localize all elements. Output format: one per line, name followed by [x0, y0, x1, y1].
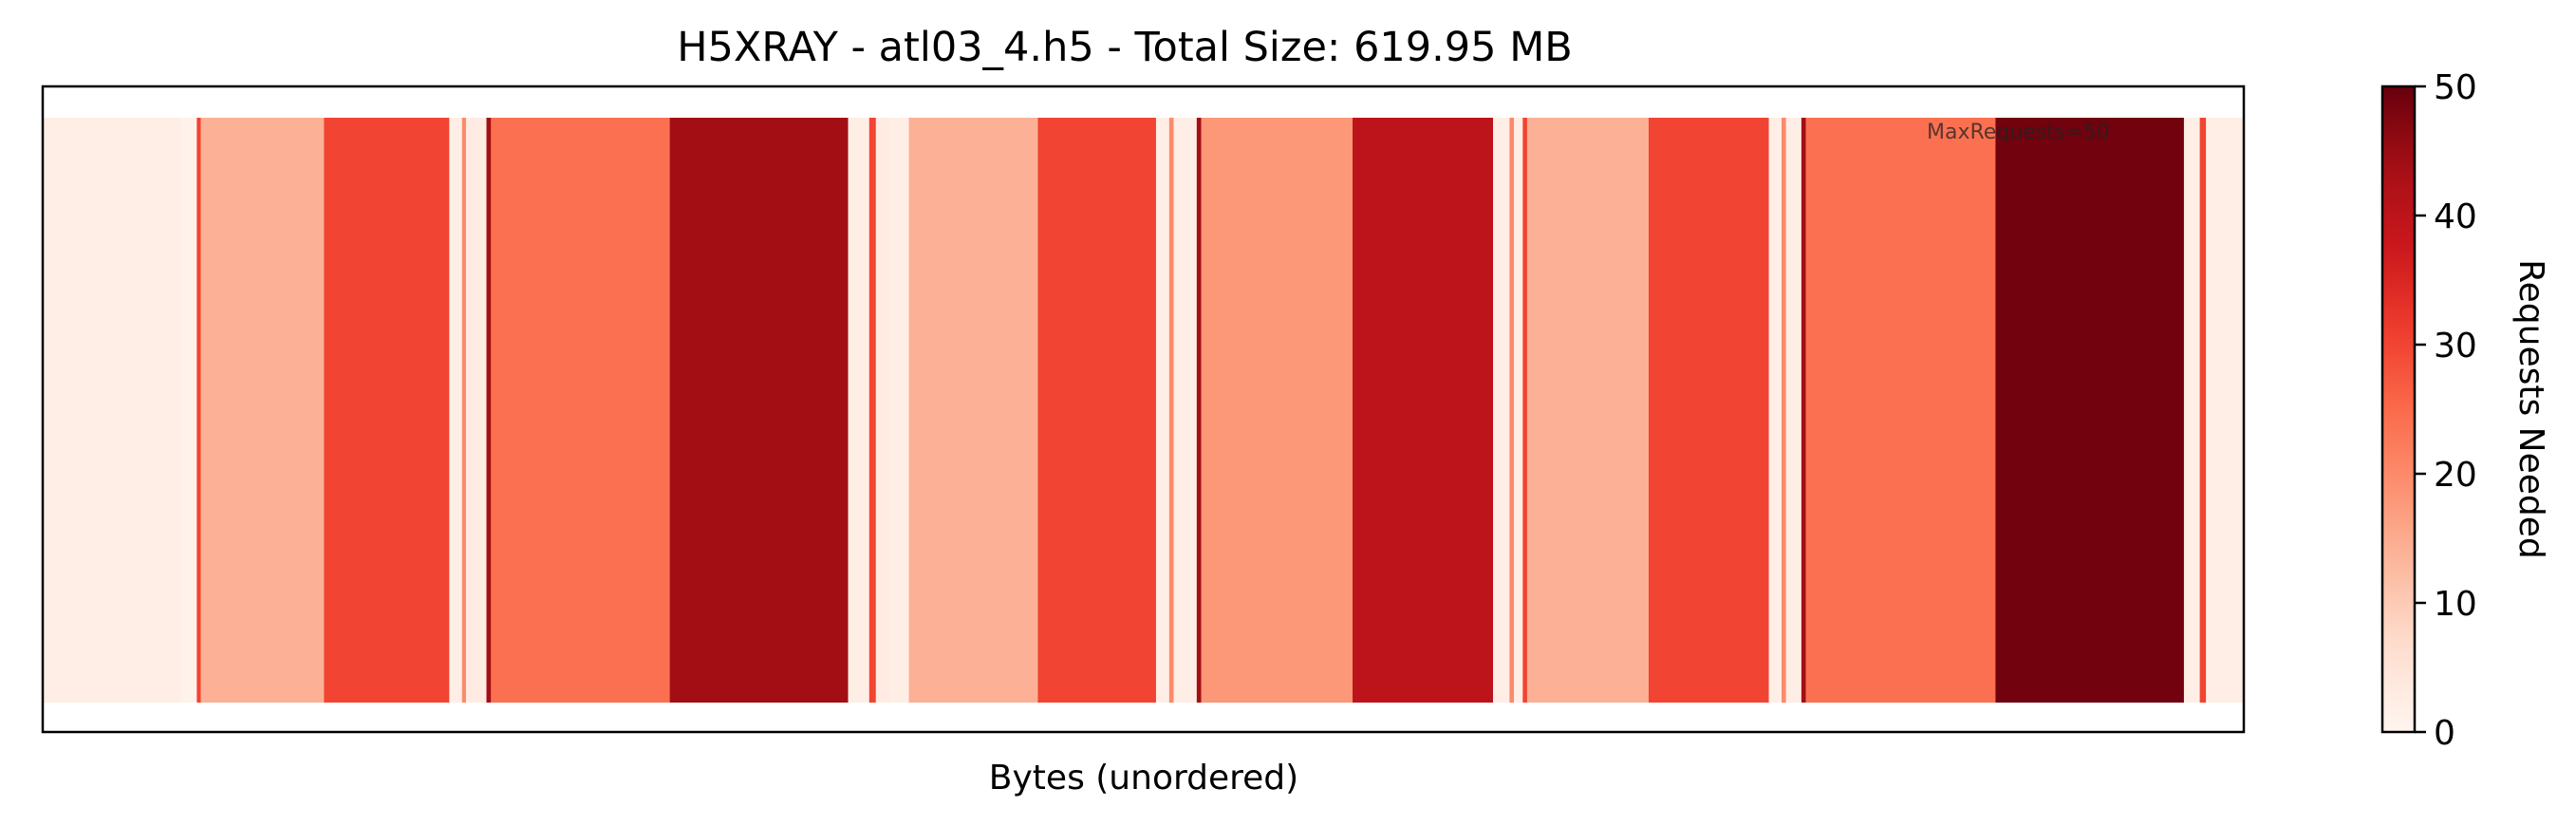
segment-bar	[465, 118, 488, 703]
segment-bar	[1037, 118, 1157, 703]
segment-bar	[461, 118, 467, 703]
segment-bar	[908, 118, 1039, 703]
segment-bar	[2183, 118, 2201, 703]
segment-bar	[1801, 118, 1807, 703]
segment-bar	[196, 118, 202, 703]
segment-bar	[669, 118, 849, 703]
chart-title: H5XRAY - atl03_4.h5 - Total Size: 619.95…	[677, 24, 1573, 71]
colorbar-tick-label: 30	[2434, 327, 2477, 366]
x-axis-label: Bytes (unordered)	[989, 759, 1298, 798]
segment-bar	[1173, 118, 1198, 703]
segment-bar	[200, 118, 325, 703]
segment-bar	[1805, 118, 1997, 703]
segment-bar	[1509, 118, 1515, 703]
annotation-label: MaxRequests=50	[1927, 121, 2110, 144]
segment-bar	[449, 118, 463, 703]
segment-bar	[180, 118, 197, 703]
segment-bar	[2206, 118, 2245, 703]
segment-bar	[1155, 118, 1170, 703]
colorbar-tick-label: 0	[2434, 714, 2455, 753]
segment-bar	[889, 118, 910, 703]
colorbar-tick-label: 40	[2434, 197, 2477, 236]
segment-bar	[324, 118, 450, 703]
segment-bar	[1492, 118, 1510, 703]
colorbar-label: Requests Needed	[2511, 259, 2550, 559]
segment-bar	[868, 118, 877, 703]
segment-bar	[2199, 118, 2207, 703]
colorbar	[2380, 84, 2417, 734]
heatmap-strip	[43, 118, 2245, 703]
segment-bar	[1768, 118, 1783, 703]
segment-bar	[1782, 118, 1787, 703]
segment-bar	[43, 118, 182, 703]
plot-frame	[41, 84, 2246, 734]
segment-bar	[1785, 118, 1802, 703]
segment-bar	[1522, 118, 1528, 703]
segment-bar	[848, 118, 870, 703]
colorbar-ticks: 0 10 20 30 40 50	[2415, 68, 2477, 753]
segment-bar	[486, 118, 492, 703]
colorbar-tick-label: 20	[2434, 456, 2477, 495]
segment-bar	[1353, 118, 1494, 703]
colorbar-tick-label: 10	[2434, 585, 2477, 624]
segment-bar	[1995, 118, 2185, 703]
segment-bar	[1648, 118, 1770, 703]
segment-bar	[1168, 118, 1175, 703]
segment-bar	[1514, 118, 1523, 703]
segment-bar	[491, 118, 671, 703]
segment-bar	[1201, 118, 1353, 703]
segment-bar	[1196, 118, 1203, 703]
colorbar-tick-label: 50	[2434, 68, 2477, 107]
segment-bar	[1526, 118, 1650, 703]
segment-bar	[875, 118, 891, 703]
